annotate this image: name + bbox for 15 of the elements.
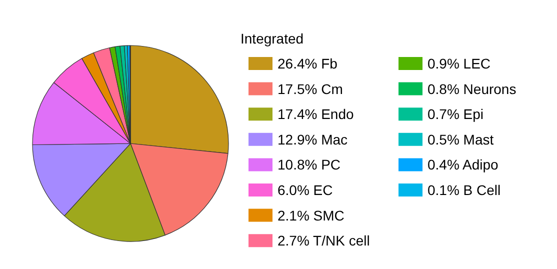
legend-label: 2.1% SMC [278,207,344,224]
legend-title: Integrated [240,30,304,46]
legend-label: 26.4% Fb [278,56,338,72]
legend-label: 0.7% Epi [428,106,484,122]
legend-label: 0.5% Mast [428,131,494,148]
legend-label: 12.9% Mac [278,131,348,148]
legend-label: 0.1% B Cell [428,182,501,198]
legend-label: 6.0% EC [278,182,333,198]
legend-label: 0.4% Adipo [428,156,499,173]
legend-label: 17.4% Endo [278,106,354,122]
legend-label: 2.7% T/NK cell [278,232,370,249]
legend-label: 0.9% LEC [428,56,491,72]
legend-label: 17.5% Cm [278,80,343,97]
legend-label: 10.8% PC [278,156,341,173]
legend-label: 0.8% Neurons [428,80,516,97]
